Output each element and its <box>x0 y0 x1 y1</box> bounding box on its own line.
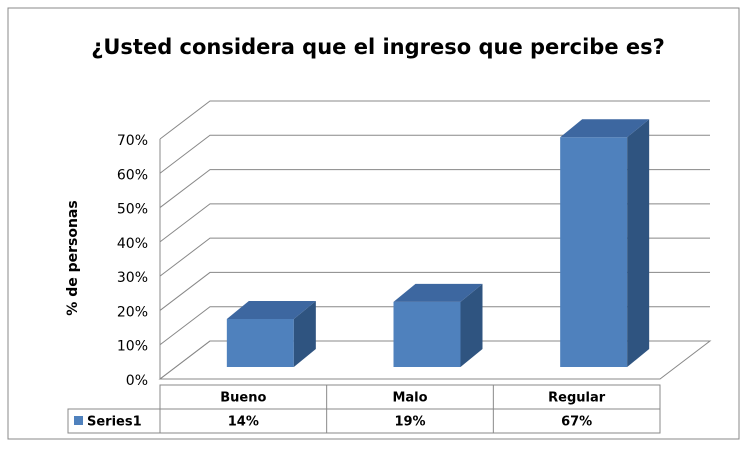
grid-line <box>159 306 710 346</box>
y-tick-label: 10% <box>117 339 148 355</box>
bar-side <box>460 283 483 367</box>
grid-line <box>159 340 710 380</box>
bar <box>393 283 483 367</box>
bar-top <box>560 119 650 138</box>
x-tick-label: Regular <box>548 391 606 406</box>
y-tick-label: 60% <box>117 167 148 183</box>
grid-line <box>159 100 710 140</box>
legend-label: Series1 <box>87 415 142 430</box>
grid-line <box>159 271 710 311</box>
y-tick-label: 50% <box>117 202 148 218</box>
table-row <box>67 408 661 434</box>
bar <box>560 119 650 368</box>
bar <box>226 301 316 367</box>
data-label: 67% <box>561 415 592 430</box>
y-tick-label: 20% <box>117 304 148 320</box>
bar-front <box>560 137 628 367</box>
bar-front <box>226 319 294 367</box>
y-tick-label: 0% <box>126 373 148 389</box>
bar-front <box>393 301 461 367</box>
y-tick-label: 40% <box>117 236 148 252</box>
x-tick-label: Bueno <box>220 391 266 406</box>
grid-line <box>159 134 710 174</box>
grid-line <box>159 169 710 208</box>
y-tick-label: 30% <box>117 270 148 286</box>
y-axis-label: % de personas <box>65 200 81 315</box>
y-tick-label: 70% <box>117 133 148 149</box>
data-label: 19% <box>394 415 425 430</box>
chart-title: ¿Usted considera que el ingreso que perc… <box>91 35 665 59</box>
grid-line <box>159 203 710 243</box>
grid-line <box>159 237 710 277</box>
bar-top <box>393 283 483 302</box>
bar-side <box>627 119 650 368</box>
legend-swatch <box>74 416 83 425</box>
bar-side <box>293 301 316 367</box>
bar-top <box>226 301 316 319</box>
data-label: 14% <box>228 415 259 430</box>
x-tick-label: Malo <box>392 391 427 406</box>
